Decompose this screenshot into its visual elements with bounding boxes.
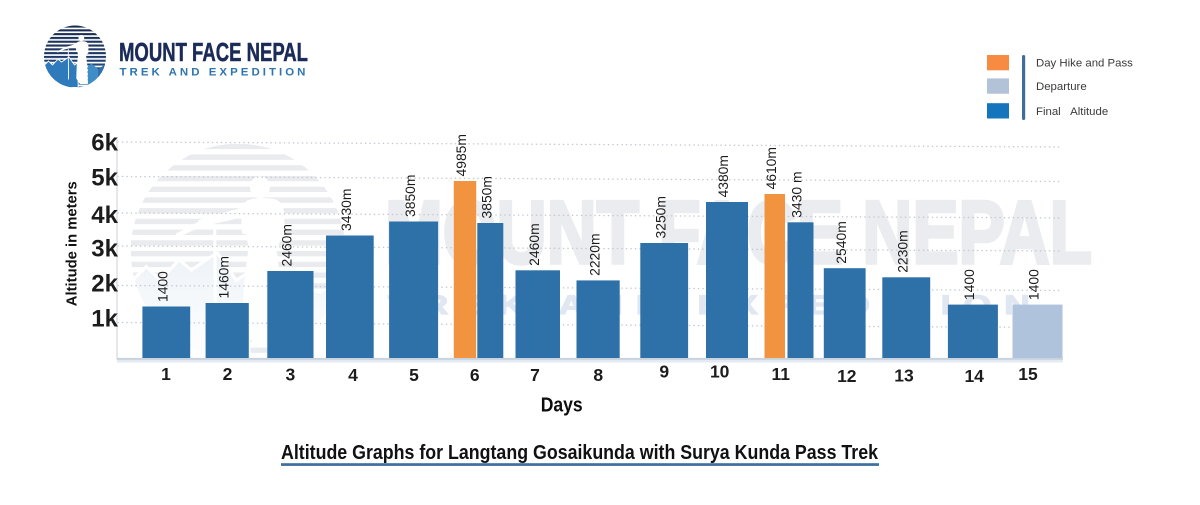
svg-text:4610m: 4610m bbox=[763, 147, 779, 189]
svg-text:12: 12 bbox=[837, 366, 857, 386]
svg-text:4985m: 4985m bbox=[453, 134, 469, 176]
svg-text:13: 13 bbox=[894, 366, 914, 386]
svg-text:9: 9 bbox=[659, 362, 669, 382]
svg-text:10: 10 bbox=[710, 362, 730, 382]
svg-text:2220m: 2220m bbox=[586, 233, 602, 275]
svg-text:6k: 6k bbox=[91, 130, 118, 157]
svg-text:2k: 2k bbox=[91, 271, 118, 298]
svg-text:15: 15 bbox=[1018, 364, 1038, 384]
svg-text:Altitude in meters: Altitude in meters bbox=[65, 181, 81, 306]
svg-text:TREK AND EXPEDITION: TREK AND EXPEDITION bbox=[120, 67, 309, 79]
svg-text:6: 6 bbox=[470, 365, 480, 385]
svg-text:3430 m: 3430 m bbox=[789, 171, 805, 217]
svg-text:Day Hike and Pass: Day Hike and Pass bbox=[1036, 57, 1133, 69]
svg-text:11: 11 bbox=[771, 364, 790, 384]
svg-text:2230m: 2230m bbox=[894, 230, 910, 272]
svg-text:2460m: 2460m bbox=[526, 223, 542, 265]
svg-text:14: 14 bbox=[964, 366, 984, 386]
svg-text:3: 3 bbox=[286, 365, 296, 385]
svg-text:Altitude Graphs for Langtang G: Altitude Graphs for Langtang Gosaikunda … bbox=[281, 442, 879, 464]
svg-text:7: 7 bbox=[530, 365, 540, 385]
svg-text:MOUNT FACE NEPAL: MOUNT FACE NEPAL bbox=[119, 39, 308, 67]
svg-text:4k: 4k bbox=[91, 202, 118, 229]
svg-text:4: 4 bbox=[348, 365, 358, 385]
svg-text:3250m: 3250m bbox=[652, 196, 668, 238]
svg-text:5: 5 bbox=[409, 365, 419, 385]
svg-text:1: 1 bbox=[161, 364, 171, 384]
svg-text:2540m: 2540m bbox=[833, 221, 849, 263]
svg-text:8: 8 bbox=[593, 365, 603, 385]
svg-text:3850m: 3850m bbox=[402, 175, 418, 217]
svg-text:2460m: 2460m bbox=[279, 224, 295, 266]
svg-text:1400: 1400 bbox=[1026, 269, 1042, 300]
svg-text:5k: 5k bbox=[91, 165, 118, 192]
svg-text:Days: Days bbox=[541, 395, 583, 417]
svg-text:1k: 1k bbox=[91, 306, 118, 333]
svg-text:1460m: 1460m bbox=[215, 256, 231, 298]
svg-text:2: 2 bbox=[223, 364, 233, 384]
svg-text:Final Altitude: Final Altitude bbox=[1036, 106, 1108, 118]
svg-text:3430m: 3430m bbox=[338, 189, 354, 231]
svg-text:1400: 1400 bbox=[154, 271, 170, 302]
svg-text:4380m: 4380m bbox=[715, 155, 731, 197]
svg-text:1400: 1400 bbox=[961, 269, 977, 300]
svg-text:3850m: 3850m bbox=[478, 176, 494, 218]
svg-text:Departure: Departure bbox=[1036, 81, 1087, 93]
svg-text:3k: 3k bbox=[91, 236, 118, 263]
